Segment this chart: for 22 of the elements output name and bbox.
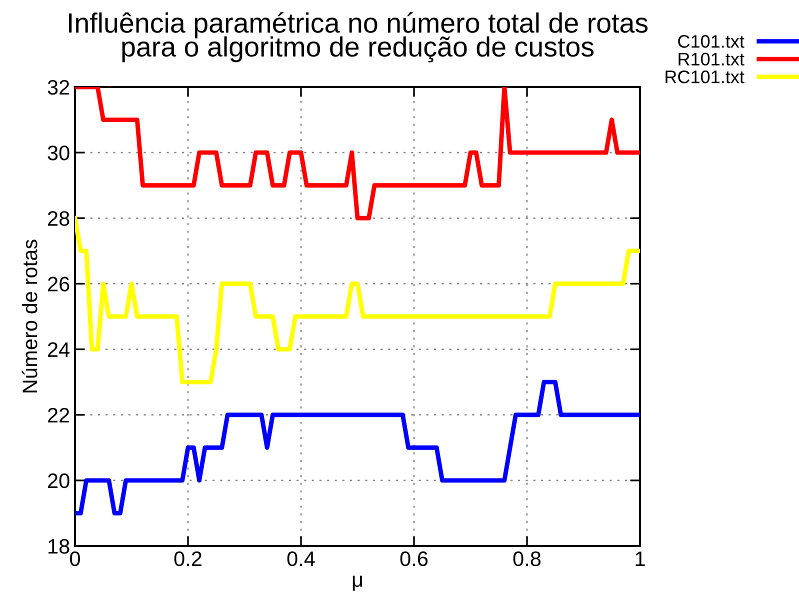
- x-axis-title: μ: [352, 576, 362, 591]
- legend-label: RC101.txt: [666, 70, 744, 84]
- line-series: [75, 380, 640, 516]
- x-tick-label: 0.2: [174, 551, 202, 566]
- x-tick-label: 0: [70, 551, 80, 566]
- legend-label: C101.txt: [678, 35, 744, 48]
- y-tick-label: 26: [48, 276, 70, 292]
- legend-label: R101.txt: [678, 52, 744, 66]
- x-tick-label: 1: [636, 552, 645, 566]
- x-tick-label: 0.6: [400, 551, 428, 566]
- line-series: [75, 216, 640, 384]
- chart-title: Influência paramétrica no número total de rotas para o algoritmo de redução de custos: [69, 12, 648, 62]
- y-tick-label: 32: [48, 80, 70, 95]
- y-tick-label: 28: [48, 211, 70, 226]
- y-tick-label: 24: [48, 342, 70, 357]
- y-tick-label: 30: [48, 146, 70, 160]
- y-tick-label: 22: [48, 408, 70, 422]
- x-tick-label: 0.8: [513, 551, 541, 566]
- y-axis-title: Número de rotas: [22, 240, 38, 392]
- y-tick-label: 18: [48, 539, 70, 554]
- y-tick-label: 20: [48, 473, 70, 488]
- x-tick-label: 0.4: [287, 551, 315, 566]
